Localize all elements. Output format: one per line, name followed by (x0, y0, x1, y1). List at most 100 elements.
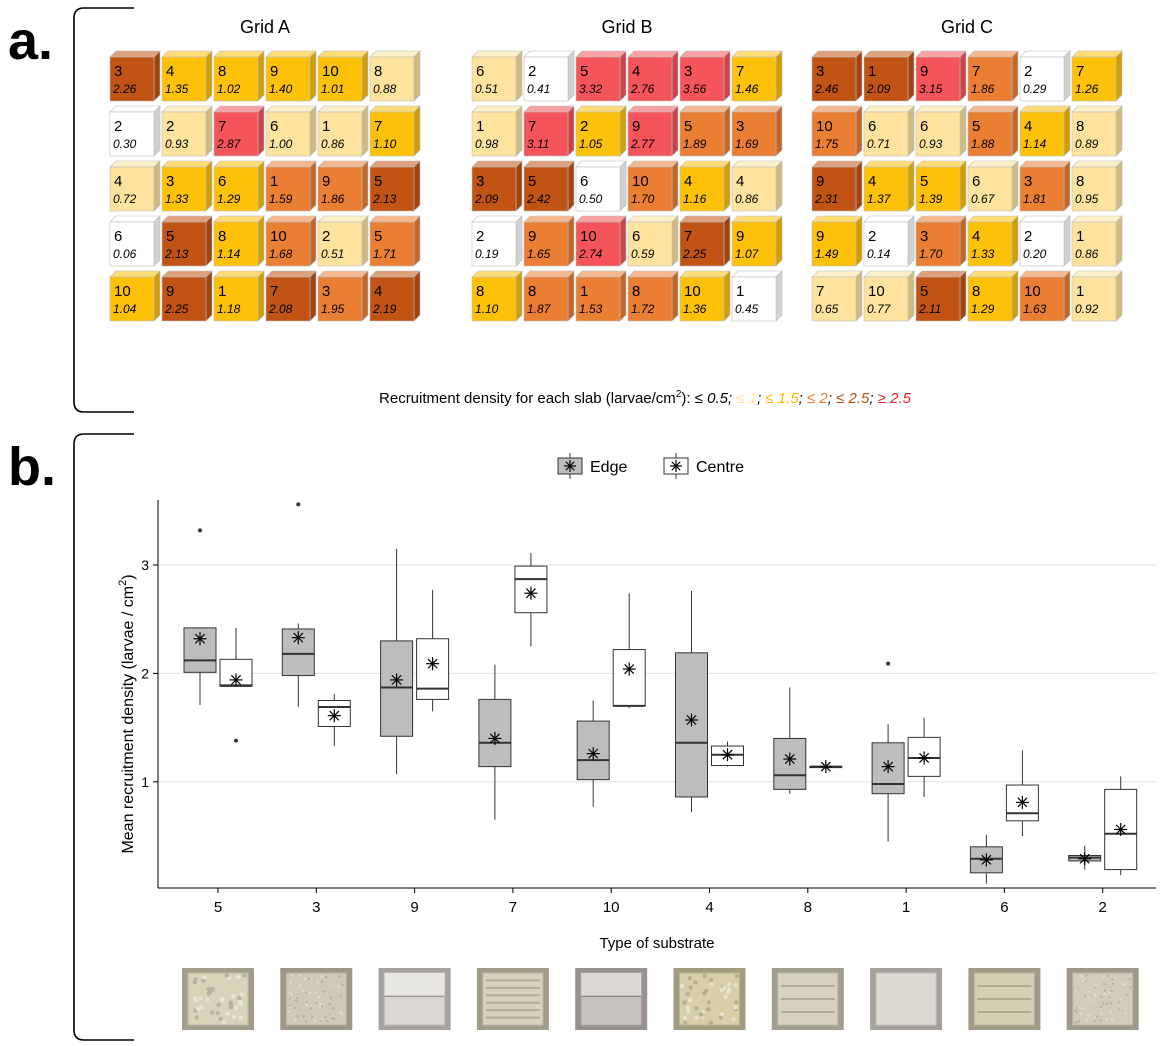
photo-texture-dot (1109, 1002, 1112, 1005)
slab: 81.29 (967, 270, 1019, 322)
slab: 93.15 (915, 50, 967, 102)
slab: 71.26 (1071, 50, 1123, 102)
mean-star-stroke (784, 754, 795, 765)
slab-density-value: 1.04 (113, 302, 137, 316)
slab-density-value: 1.29 (217, 192, 241, 206)
box-centre-3 (317, 694, 351, 747)
slab-front-face (863, 221, 909, 267)
substrate-photo-8 (771, 968, 844, 1030)
photo-texture-dot (239, 992, 244, 998)
slab-top-face (863, 105, 915, 113)
slab: 33.56 (679, 50, 731, 102)
slab-side-face (361, 215, 369, 267)
slab-top-face (161, 215, 213, 223)
slab-top-face (161, 160, 213, 168)
slab: 92.77 (627, 105, 679, 157)
mean-star (685, 713, 698, 727)
photo-texture-dot (319, 1006, 322, 1009)
slab: 10.86 (1071, 215, 1123, 267)
slab-side-face (775, 160, 783, 212)
slab-substrate-type: 7 (1076, 63, 1084, 80)
slab: 92.25 (161, 270, 213, 322)
slab: 40.72 (109, 160, 161, 212)
mean-star (524, 586, 538, 600)
photo-texture-dot (1121, 982, 1124, 986)
mean-star-stroke (391, 674, 402, 685)
photo-texture-dot (316, 981, 319, 984)
box-centre-2 (1104, 776, 1138, 875)
slab: 42.76 (627, 50, 679, 102)
panel-label-a: a. (8, 11, 54, 71)
photo-texture-dot (688, 985, 693, 990)
slab: 52.13 (369, 160, 421, 212)
grid-title: Grid C (941, 17, 993, 37)
slab-front-face (523, 166, 569, 212)
slab-top-face (213, 270, 265, 278)
panel-brackets (73, 7, 134, 1041)
slab-side-face (309, 50, 317, 102)
slab-front-face (679, 221, 725, 267)
slab-front-face (369, 166, 415, 212)
mean-star (881, 760, 895, 774)
slab-top-face (1019, 270, 1071, 278)
slab-front-face (317, 166, 363, 212)
slab-top-face (471, 160, 523, 168)
density-legend-item: ≥ 2.5 (878, 390, 912, 407)
substrate-photo-1 (870, 968, 943, 1030)
slab-top-face (679, 105, 731, 113)
slab-top-face (627, 270, 679, 278)
slab-side-face (205, 160, 213, 212)
density-legend-item: ; (828, 390, 836, 407)
photo-texture-dot (1111, 978, 1114, 981)
slab-top-face (731, 105, 783, 113)
slab-front-face (811, 166, 857, 212)
box-centre-9 (416, 589, 450, 712)
slab-side-face (1011, 105, 1019, 157)
photo-texture-dot (287, 1010, 290, 1013)
slab-top-face (915, 270, 967, 278)
slab-side-face (907, 105, 915, 157)
slab-substrate-type: 8 (1076, 118, 1084, 135)
slab-front-face (915, 56, 961, 102)
slab-front-face (265, 276, 311, 322)
slab-top-face (369, 160, 421, 168)
slab-grids: Grid A32.2641.3581.0291.40101.0180.8820.… (109, 17, 1123, 322)
mean-star (622, 662, 636, 676)
slab: 41.35 (161, 50, 213, 102)
mean-star (1015, 795, 1029, 809)
slab-side-face (361, 50, 369, 102)
photo-texture-dot (314, 991, 318, 994)
slab-density-value: 0.86 (321, 137, 345, 151)
outlier-point (234, 738, 238, 743)
slab-front-face (109, 111, 155, 157)
slab-substrate-type: 5 (920, 173, 928, 190)
mean-star-stroke (624, 664, 635, 675)
slab-substrate-type: 5 (374, 228, 382, 245)
slab-density-value: 0.92 (1075, 302, 1099, 316)
slab: 80.95 (1071, 160, 1123, 212)
slab-substrate-type: 2 (868, 228, 876, 245)
slab-density-value: 0.45 (735, 302, 759, 316)
box-edge-10 (576, 700, 610, 807)
photo-texture-dot (734, 1000, 739, 1005)
photo-texture-dot (1093, 1016, 1096, 1019)
slab-front-face (161, 166, 207, 212)
photo-texture-dot (733, 983, 738, 988)
slab-front-face (471, 276, 517, 322)
substrate-photo-6 (968, 968, 1041, 1030)
slab-front-face (369, 276, 415, 322)
slab: 101.36 (679, 270, 731, 322)
mean-star-stroke (1115, 824, 1126, 835)
photo-texture-dot (238, 1015, 244, 1020)
slab-top-face (731, 160, 783, 168)
slab-top-face (863, 215, 915, 223)
photo-texture-dot (726, 982, 732, 987)
slab-substrate-type: 2 (1024, 63, 1032, 80)
slab-side-face (1063, 50, 1071, 102)
slab-substrate-type: 5 (972, 118, 980, 135)
photo-texture-dot (322, 990, 326, 993)
slab-front-face (213, 56, 259, 102)
slab: 91.86 (317, 160, 369, 212)
photo-texture-dot (242, 973, 247, 978)
slab-front-face (213, 276, 259, 322)
